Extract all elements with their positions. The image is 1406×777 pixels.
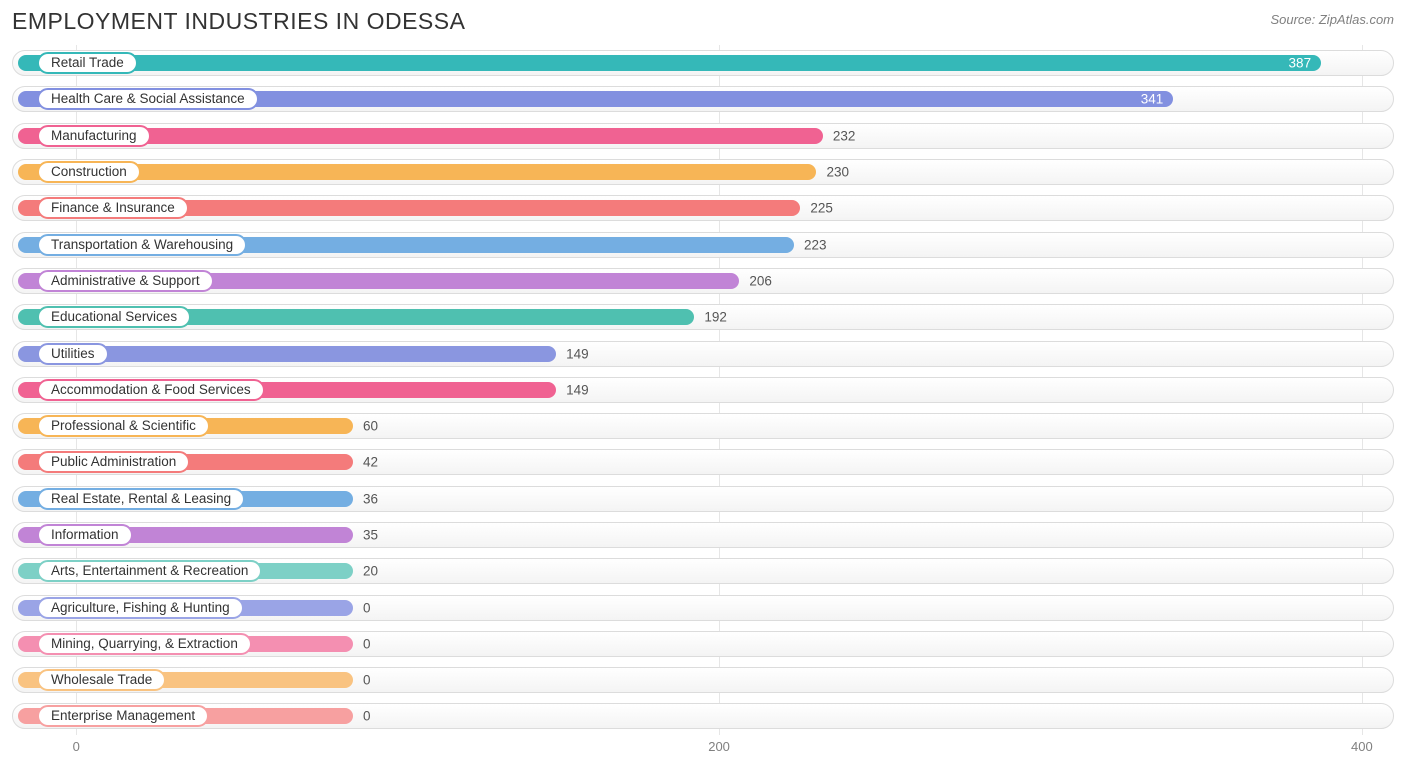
bar-value-label: 149 — [566, 382, 589, 397]
bar-row: Health Care & Social Assistance 341 — [12, 81, 1394, 117]
bar-label-pill: Arts, Entertainment & Recreation — [37, 560, 262, 582]
bar-label-pill: Professional & Scientific — [37, 415, 210, 437]
bar-row: Manufacturing 232 — [12, 118, 1394, 154]
bar — [18, 55, 1321, 71]
bar-row: Transportation & Warehousing 223 — [12, 226, 1394, 262]
bar-label-pill: Information — [37, 524, 133, 546]
bar-label-pill: Enterprise Management — [37, 705, 209, 727]
bar-value-label: 149 — [566, 346, 589, 361]
bar-track: Mining, Quarrying, & Extraction 0 — [12, 631, 1394, 657]
bar-track: Agriculture, Fishing & Hunting 0 — [12, 595, 1394, 621]
bar-value-label: 20 — [363, 564, 378, 579]
bar-value-label: 232 — [833, 128, 856, 143]
bar-row: Wholesale Trade 0 — [12, 662, 1394, 698]
bar-track: Finance & Insurance 225 — [12, 195, 1394, 221]
bar-value-label: 36 — [363, 491, 378, 506]
bar-row: Enterprise Management 0 — [12, 698, 1394, 734]
bar-rows: Retail Trade 387 Health Care & Social Assi… — [12, 45, 1394, 735]
bar-track: Health Care & Social Assistance 341 — [12, 86, 1394, 112]
bar-row: Professional & Scientific 60 — [12, 408, 1394, 444]
bar-label-pill: Administrative & Support — [37, 270, 214, 292]
bar-label-pill: Transportation & Warehousing — [37, 234, 247, 256]
bar-label-pill: Mining, Quarrying, & Extraction — [37, 633, 252, 655]
bar-value-label: 387 — [1289, 56, 1312, 71]
bar-value-label: 223 — [804, 237, 827, 252]
bar-track: Construction 230 — [12, 159, 1394, 185]
bar-label-pill: Real Estate, Rental & Leasing — [37, 488, 245, 510]
axis-tick-label: 400 — [1351, 739, 1373, 754]
bar-track: Wholesale Trade 0 — [12, 667, 1394, 693]
bar-label-pill: Agriculture, Fishing & Hunting — [37, 597, 244, 619]
bar-label-pill: Accommodation & Food Services — [37, 379, 265, 401]
bar-track: Enterprise Management 0 — [12, 703, 1394, 729]
bar-track: Information 35 — [12, 522, 1394, 548]
bar-row: Utilities 149 — [12, 335, 1394, 371]
bar-value-label: 0 — [363, 600, 371, 615]
bar-value-label: 225 — [810, 201, 833, 216]
bar-track: Accommodation & Food Services 149 — [12, 377, 1394, 403]
bar-track: Administrative & Support 206 — [12, 268, 1394, 294]
chart-area: Retail Trade 387 Health Care & Social Assi… — [12, 45, 1394, 735]
bar-track: Public Administration 42 — [12, 449, 1394, 475]
bar-label-pill: Public Administration — [37, 451, 190, 473]
bar-row: Agriculture, Fishing & Hunting 0 — [12, 589, 1394, 625]
bar-label-pill: Finance & Insurance — [37, 197, 189, 219]
bar-value-label: 0 — [363, 673, 371, 688]
bar-track: Real Estate, Rental & Leasing 36 — [12, 486, 1394, 512]
bar-row: Construction 230 — [12, 154, 1394, 190]
axis-tick-label: 0 — [73, 739, 80, 754]
bar-label-pill: Wholesale Trade — [37, 669, 166, 691]
bar-value-label: 206 — [749, 273, 772, 288]
bar-track: Transportation & Warehousing 223 — [12, 232, 1394, 258]
bar-value-label: 341 — [1141, 92, 1164, 107]
bar-value-label: 192 — [704, 310, 727, 325]
axis-tick-label: 200 — [708, 739, 730, 754]
bar-value-label: 230 — [826, 165, 849, 180]
bar-value-label: 60 — [363, 419, 378, 434]
bar-value-label: 0 — [363, 636, 371, 651]
bar-row: Educational Services 192 — [12, 299, 1394, 335]
bar-value-label: 42 — [363, 455, 378, 470]
bar-track: Retail Trade 387 — [12, 50, 1394, 76]
bar-row: Retail Trade 387 — [12, 45, 1394, 81]
bar-row: Administrative & Support 206 — [12, 263, 1394, 299]
bar-track: Educational Services 192 — [12, 304, 1394, 330]
bar-track: Manufacturing 232 — [12, 123, 1394, 149]
x-axis: 0 200 400 — [12, 737, 1394, 759]
bar-label-pill: Retail Trade — [37, 52, 138, 74]
bar-row: Real Estate, Rental & Leasing 36 — [12, 481, 1394, 517]
bar-row: Public Administration 42 — [12, 444, 1394, 480]
bar-label-pill: Utilities — [37, 343, 109, 365]
bar-label-pill: Educational Services — [37, 306, 191, 328]
bar-value-label: 0 — [363, 709, 371, 724]
bar-track: Arts, Entertainment & Recreation 20 — [12, 558, 1394, 584]
source-attribution: Source: ZipAtlas.com — [1270, 8, 1394, 27]
bar-value-label: 35 — [363, 528, 378, 543]
bar-row: Mining, Quarrying, & Extraction 0 — [12, 626, 1394, 662]
bar-row: Accommodation & Food Services 149 — [12, 372, 1394, 408]
bar-track: Utilities 149 — [12, 341, 1394, 367]
bar-row: Finance & Insurance 225 — [12, 190, 1394, 226]
bar-label-pill: Construction — [37, 161, 141, 183]
bar-label-pill: Health Care & Social Assistance — [37, 88, 259, 110]
bar-row: Information 35 — [12, 517, 1394, 553]
bar-label-pill: Manufacturing — [37, 125, 151, 147]
page-title: EMPLOYMENT INDUSTRIES IN ODESSA — [12, 8, 465, 35]
bar-track: Professional & Scientific 60 — [12, 413, 1394, 439]
bar-row: Arts, Entertainment & Recreation 20 — [12, 553, 1394, 589]
